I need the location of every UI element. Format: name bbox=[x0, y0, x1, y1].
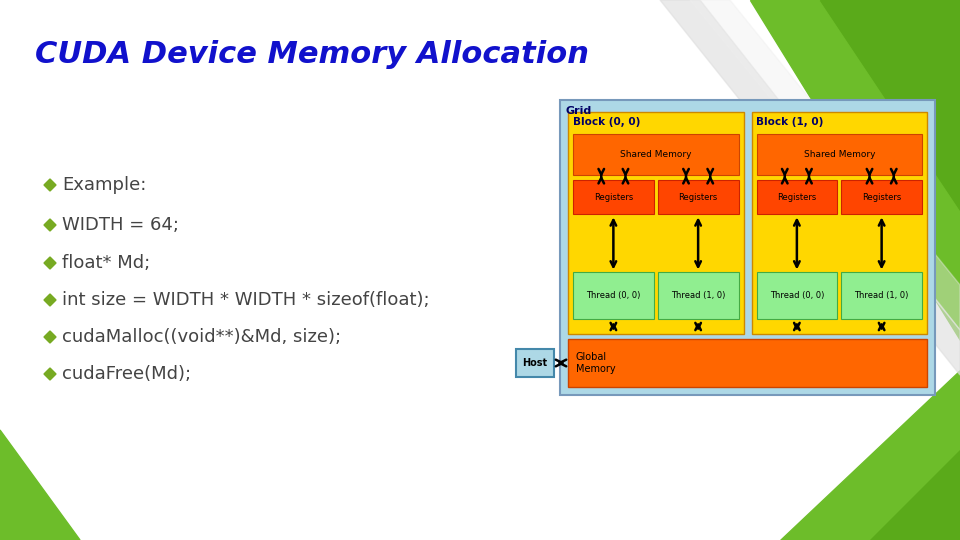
Bar bbox=[841, 180, 922, 214]
Text: Block (1, 0): Block (1, 0) bbox=[756, 117, 824, 127]
Polygon shape bbox=[44, 331, 56, 343]
Polygon shape bbox=[0, 430, 80, 540]
Bar bbox=[756, 272, 837, 319]
Bar bbox=[658, 180, 738, 214]
Text: Block (0, 0): Block (0, 0) bbox=[573, 117, 640, 127]
Text: Shared Memory: Shared Memory bbox=[620, 150, 691, 159]
Text: Host: Host bbox=[522, 358, 547, 368]
Text: Grid: Grid bbox=[566, 106, 592, 116]
Text: Shared Memory: Shared Memory bbox=[804, 150, 875, 159]
Text: Thread (0, 0): Thread (0, 0) bbox=[770, 291, 824, 300]
Polygon shape bbox=[44, 257, 56, 269]
Bar bbox=[841, 272, 922, 319]
Polygon shape bbox=[780, 370, 960, 540]
Text: Thread (1, 0): Thread (1, 0) bbox=[671, 291, 726, 300]
Text: CUDA Device Memory Allocation: CUDA Device Memory Allocation bbox=[35, 40, 589, 69]
Bar bbox=[516, 349, 554, 377]
Bar bbox=[573, 272, 654, 319]
Polygon shape bbox=[44, 179, 56, 191]
Text: WIDTH = 64;: WIDTH = 64; bbox=[62, 216, 179, 234]
Polygon shape bbox=[870, 450, 960, 540]
Text: Registers: Registers bbox=[778, 193, 817, 202]
Polygon shape bbox=[44, 219, 56, 231]
Polygon shape bbox=[44, 294, 56, 306]
Polygon shape bbox=[820, 0, 960, 210]
Text: Registers: Registers bbox=[679, 193, 718, 202]
Polygon shape bbox=[660, 0, 960, 375]
Bar bbox=[568, 339, 927, 387]
Polygon shape bbox=[44, 368, 56, 380]
Bar bbox=[560, 100, 935, 395]
Text: float* Md;: float* Md; bbox=[62, 254, 151, 272]
Bar bbox=[756, 134, 922, 175]
Bar bbox=[573, 180, 654, 214]
Text: Global
Memory: Global Memory bbox=[576, 352, 615, 374]
Polygon shape bbox=[690, 0, 960, 330]
Text: Thread (0, 0): Thread (0, 0) bbox=[587, 291, 640, 300]
Bar bbox=[658, 272, 738, 319]
Bar bbox=[568, 112, 743, 334]
Text: Thread (1, 0): Thread (1, 0) bbox=[854, 291, 909, 300]
Text: int size = WIDTH * WIDTH * sizeof(float);: int size = WIDTH * WIDTH * sizeof(float)… bbox=[62, 291, 430, 309]
Text: cudaFree(Md);: cudaFree(Md); bbox=[62, 365, 191, 383]
Text: Example:: Example: bbox=[62, 176, 146, 194]
Text: Registers: Registers bbox=[593, 193, 633, 202]
Text: Registers: Registers bbox=[862, 193, 901, 202]
Bar bbox=[756, 180, 837, 214]
Polygon shape bbox=[750, 0, 960, 340]
Text: cudaMalloc((void**)&Md, size);: cudaMalloc((void**)&Md, size); bbox=[62, 328, 341, 346]
Bar bbox=[752, 112, 927, 334]
Bar bbox=[573, 134, 738, 175]
